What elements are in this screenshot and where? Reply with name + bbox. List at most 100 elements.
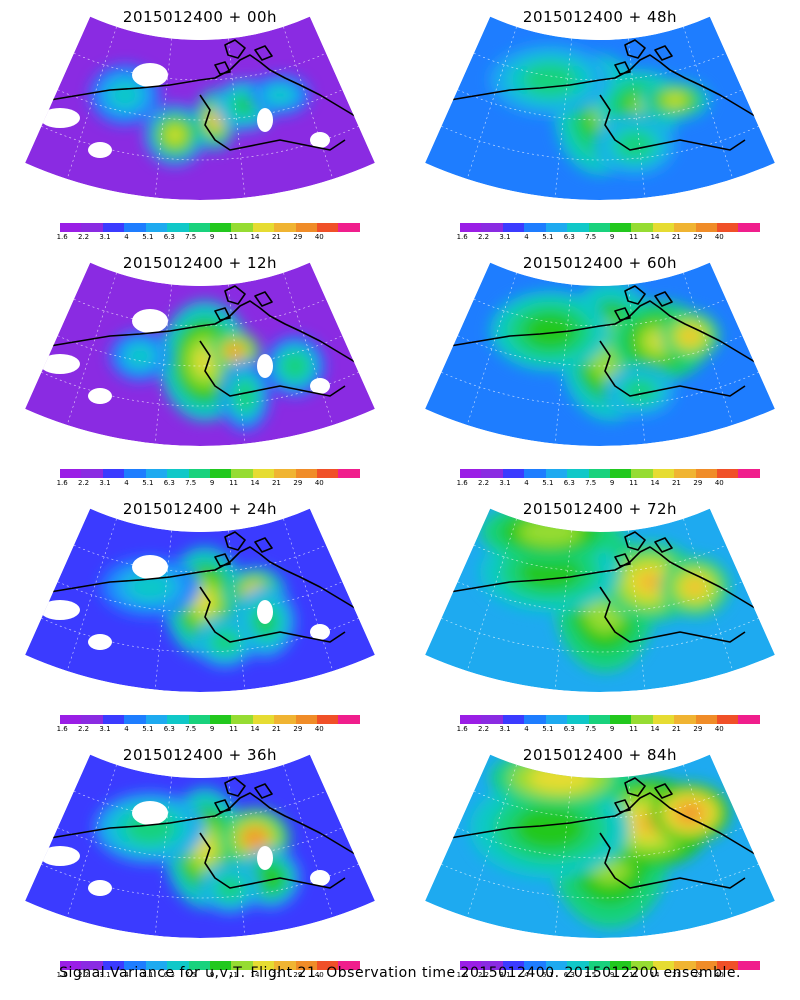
colorbar-tick-label: 14 [650, 479, 660, 487]
colorbar-tick-label: 29 [693, 725, 703, 733]
missing-data-patch [310, 132, 330, 148]
colorbar-swatch [145, 469, 168, 478]
colorbar-tick-label: 9 [209, 479, 215, 487]
colorbar: 1.6 2.2 3.1 4 5.1 6.3 7.5 9 11 14 21 29 40 [57, 469, 360, 491]
meridian-line [554, 776, 573, 936]
colorbar-swatch [124, 961, 146, 970]
colorbar-swatch [674, 469, 696, 478]
coastline [27, 792, 371, 864]
colorbar: 1.6 2.2 3.1 4 5.1 6.3 7.5 9 11 14 21 29 40 [457, 469, 760, 491]
variance-contour [273, 90, 287, 100]
colorbar-tick-label: 29 [293, 233, 303, 241]
colorbar-tick-label: 1.6 [456, 233, 468, 241]
colorbar-swatch [609, 715, 632, 724]
colorbar-swatch [60, 961, 82, 970]
colorbar-tick-label: 11 [629, 971, 639, 979]
colorbar-swatch [588, 715, 610, 724]
variance-map [425, 754, 775, 938]
colorbar-swatch [317, 469, 339, 478]
colorbar-tick-label: 6.3 [163, 971, 175, 979]
coastline [427, 300, 771, 372]
colorbar-tick-label: 7.5 [585, 971, 597, 979]
coastline [427, 792, 771, 864]
colorbar-swatch [738, 223, 760, 232]
colorbar-swatch [567, 223, 589, 232]
colorbar: 1.6 2.2 3.1 4 5.1 6.3 7.5 9 11 14 21 29 40 [57, 961, 360, 983]
colorbar-tick-label: 11 [629, 479, 639, 487]
meridian-line [627, 530, 646, 690]
colorbar-swatch [460, 223, 482, 232]
meridian-line [627, 284, 646, 444]
meridian-line [627, 776, 646, 936]
coastline [27, 54, 371, 126]
missing-data-patch [40, 354, 80, 374]
map-panel: 2015012400 + 72h 1.6 2.2 3.1 4 5.1 6.3 7.5 9 11 14… [400, 492, 800, 738]
colorbar-scale [460, 715, 760, 724]
colorbar-swatch [317, 961, 339, 970]
colorbar-swatch [717, 223, 739, 232]
meridian-line [154, 38, 173, 198]
coastline [614, 39, 673, 75]
colorbar-swatch [674, 715, 696, 724]
colorbar-swatch [252, 223, 275, 232]
colorbar-swatch [60, 223, 82, 232]
variance-contour [195, 347, 215, 375]
missing-data-patch [257, 108, 273, 132]
meridian-line [227, 38, 246, 198]
colorbar-swatch [695, 223, 718, 232]
colorbar-swatch [631, 469, 653, 478]
colorbar-swatch [338, 961, 360, 970]
colorbar-tick-label: 40 [314, 971, 324, 979]
colorbar-tick-label: 7.5 [185, 233, 197, 241]
missing-data-patch [88, 880, 112, 896]
variance-map [25, 508, 375, 692]
colorbar-tick-label: 14 [650, 971, 660, 979]
colorbar-ticks: 1.6 2.2 3.1 4 5.1 6.3 7.5 9 11 14 21 29 40 [57, 970, 360, 981]
colorbar-swatch [609, 223, 632, 232]
missing-data-patch [310, 624, 330, 640]
colorbar-swatch [102, 469, 125, 478]
colorbar-swatch [567, 961, 589, 970]
colorbar-swatch [481, 961, 503, 970]
colorbar-tick-label: 7.5 [185, 725, 197, 733]
missing-data-patch [310, 870, 330, 886]
colorbar-swatch [209, 223, 232, 232]
colorbar-swatch [231, 469, 253, 478]
variance-contour [288, 359, 302, 373]
colorbar-swatch [145, 715, 168, 724]
colorbar-tick-label: 21 [271, 971, 281, 979]
colorbar-tick-label: 1.6 [56, 233, 68, 241]
variance-map [25, 16, 375, 201]
colorbar-swatch [102, 961, 125, 970]
meridian-line [554, 38, 573, 198]
colorbar-tick-label: 29 [693, 233, 703, 241]
coastline [214, 285, 273, 321]
colorbar-swatch [338, 715, 360, 724]
colorbar-tick-label: 11 [629, 725, 639, 733]
variance-map [425, 262, 775, 446]
colorbar-swatch [295, 469, 318, 478]
colorbar-tick-label: 40 [714, 479, 724, 487]
map-panel: 2015012400 + 00h 1.6 2.2 3.1 4 5.1 6.3 7.5 9 11 14… [0, 0, 400, 246]
parallel-line [73, 298, 327, 327]
colorbar-swatch [231, 715, 253, 724]
coastline [599, 94, 746, 151]
missing-data-patch [310, 378, 330, 394]
coastline [599, 340, 746, 397]
colorbar-swatch [295, 715, 318, 724]
variance-contour [139, 580, 161, 594]
missing-data-patch [40, 108, 80, 128]
panel-title: 2015012400 + 84h [522, 746, 678, 764]
colorbar-tick-label: 21 [671, 725, 681, 733]
colorbar-ticks: 1.6 2.2 3.1 4 5.1 6.3 7.5 9 11 14 21 29 40 [456, 232, 760, 243]
missing-data-patch [132, 309, 168, 333]
colorbar-swatch [502, 961, 525, 970]
colorbar-tick-label: 14 [650, 233, 660, 241]
meridian-line [227, 776, 246, 936]
colorbar-tick-label: 11 [629, 233, 639, 241]
colorbar-swatch [317, 223, 339, 232]
missing-data-patch [88, 634, 112, 650]
colorbar-swatch [695, 469, 718, 478]
colorbar-swatch [738, 715, 760, 724]
colorbar-scale [60, 223, 360, 232]
